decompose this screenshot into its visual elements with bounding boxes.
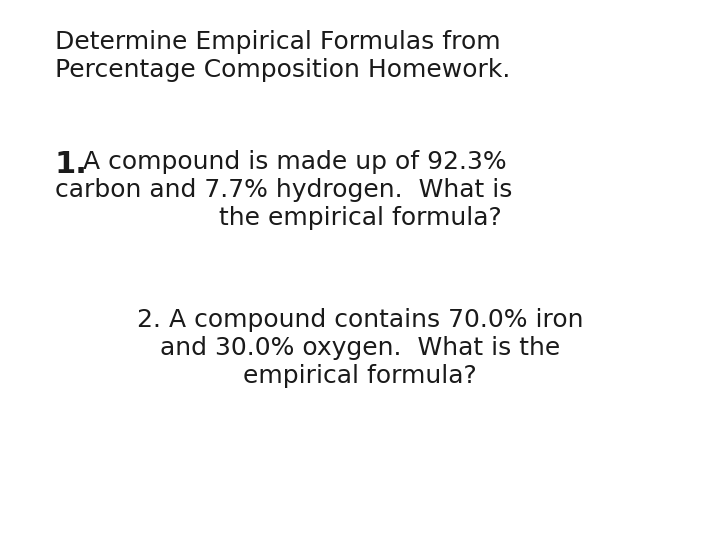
Text: Percentage Composition Homework.: Percentage Composition Homework. [55, 58, 510, 82]
Text: the empirical formula?: the empirical formula? [219, 206, 501, 230]
Text: carbon and 7.7% hydrogen.  What is: carbon and 7.7% hydrogen. What is [55, 178, 513, 202]
Text: empirical formula?: empirical formula? [243, 364, 477, 388]
Text: 2. A compound contains 70.0% iron: 2. A compound contains 70.0% iron [137, 308, 583, 332]
Text: 1.: 1. [55, 150, 88, 179]
Text: Determine Empirical Formulas from: Determine Empirical Formulas from [55, 30, 500, 54]
Text: and 30.0% oxygen.  What is the: and 30.0% oxygen. What is the [160, 336, 560, 360]
Text: A compound is made up of 92.3%: A compound is made up of 92.3% [83, 150, 507, 174]
